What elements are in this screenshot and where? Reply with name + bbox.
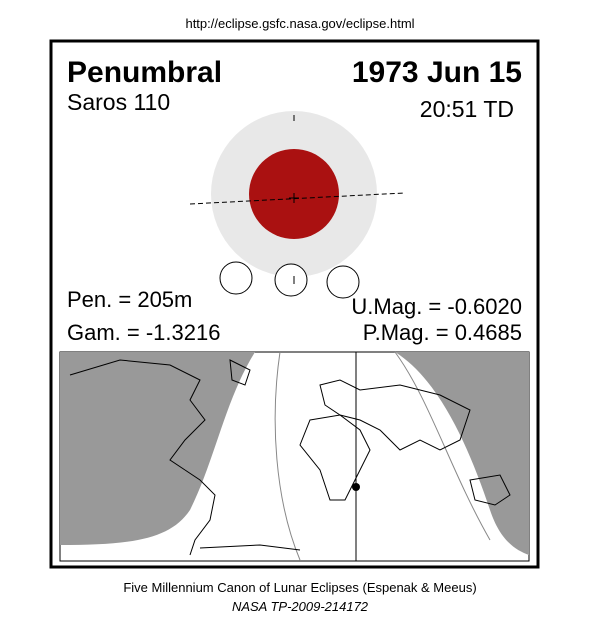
eclipse-date: 1973 Jun 15	[352, 56, 522, 89]
time: 20:51 TD	[420, 96, 514, 122]
penumbral-mag: P.Mag. = 0.4685	[363, 320, 522, 345]
footer-ref: NASA TP-2009-214172	[232, 599, 369, 614]
umbral-mag: U.Mag. = -0.6020	[351, 294, 522, 319]
eclipse-geometry	[189, 111, 405, 299]
footer-credit: Five Millennium Canon of Lunar Eclipses …	[123, 580, 476, 595]
eclipse-type: Penumbral	[67, 56, 222, 89]
contact-curve	[274, 351, 301, 561]
moon-p4	[326, 265, 360, 299]
coastlines	[69, 359, 511, 556]
world-map	[59, 351, 530, 562]
gamma: Gam. = -1.3216	[67, 320, 220, 345]
moon-p1	[219, 261, 253, 295]
night-west	[60, 352, 255, 545]
pen-duration: Pen. = 205m	[67, 287, 192, 312]
moon-zenith	[352, 483, 360, 491]
url: http://eclipse.gsfc.nasa.gov/eclipse.htm…	[185, 16, 414, 31]
contact-curve	[394, 351, 491, 541]
moon-max	[274, 263, 308, 297]
saros: Saros 110	[67, 89, 170, 115]
